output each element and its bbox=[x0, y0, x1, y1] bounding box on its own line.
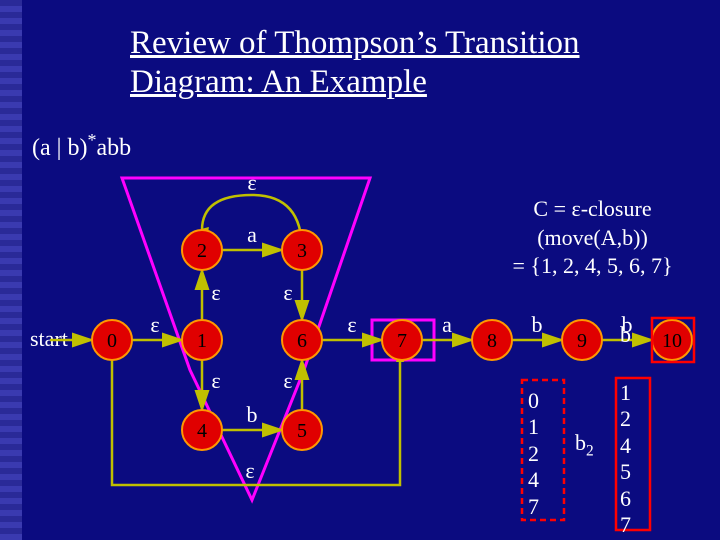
state-label: 9 bbox=[577, 330, 587, 352]
edge-label: ε bbox=[245, 458, 254, 483]
edge-label: b bbox=[532, 312, 543, 337]
state-label: 2 bbox=[197, 240, 207, 262]
edge-label: ε bbox=[247, 170, 256, 195]
state-label: 10 bbox=[662, 330, 682, 352]
state-label: 4 bbox=[197, 420, 207, 442]
edge-label: ε bbox=[211, 368, 220, 393]
state-label: 7 bbox=[397, 330, 407, 352]
edge-label: ε bbox=[283, 280, 292, 305]
state-label: 3 bbox=[297, 240, 307, 262]
edge-label: ε bbox=[283, 368, 292, 393]
state-label: 8 bbox=[487, 330, 497, 352]
state-label: 6 bbox=[297, 330, 307, 352]
edge-label: a bbox=[442, 312, 452, 337]
edge-label: ε bbox=[347, 312, 356, 337]
edge-label: b bbox=[247, 402, 258, 427]
right-list-label: b bbox=[620, 322, 631, 348]
state-label: 5 bbox=[297, 420, 307, 442]
closure-box: C = ε-closure (move(A,b)) = {1, 2, 4, 5,… bbox=[495, 195, 690, 281]
closure-line2: (move(A,b)) bbox=[495, 224, 690, 253]
closure-line1: C = ε-closure bbox=[495, 195, 690, 224]
right-state-list: 124567 bbox=[620, 380, 631, 538]
start-label: start bbox=[30, 326, 68, 351]
state-label: 0 bbox=[107, 330, 117, 352]
state-label: 1 bbox=[197, 330, 207, 352]
left-list-edge-label: b2 bbox=[575, 430, 594, 460]
edge-label: ε bbox=[150, 312, 159, 337]
edge-label: a bbox=[247, 222, 257, 247]
edge-label: ε bbox=[211, 280, 220, 305]
closure-line3: = {1, 2, 4, 5, 6, 7} bbox=[495, 252, 690, 281]
left-state-list: 01247 bbox=[528, 388, 539, 520]
